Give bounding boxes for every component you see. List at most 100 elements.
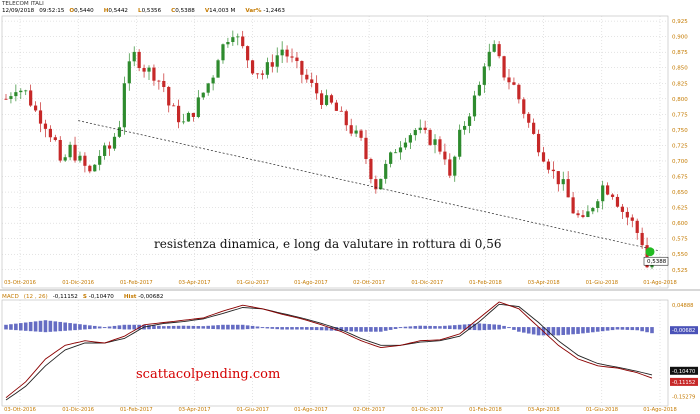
macd-histogram-bar [487,324,492,330]
candle-body [389,152,393,164]
macd-histogram-bar [403,326,408,329]
candle-body [625,211,629,218]
ohlc-readout: 12/09/2018 09:52:15 O0,5440 H0,5442 L0,5356 C… [2,8,295,15]
candle-body [43,123,48,129]
candle-body [438,139,442,152]
candle-body [403,142,408,148]
macd-histogram-bar [556,327,561,336]
candle-body [33,105,38,111]
macd-histogram-bar [536,327,541,336]
macd-histogram-bar [378,327,383,332]
candle-body [112,136,117,149]
macd-histogram-bar [625,327,630,330]
candle-body [152,67,156,81]
macd-x-tick: 01-Dic-2016 [62,407,94,413]
resistance-trendline [78,120,659,251]
price-axis-tick: 0,775 [672,112,688,118]
price-x-tick: 01-Feb-2018 [469,280,502,286]
candle-body [142,68,146,72]
macd-x-tick: 03-Ott-2016 [4,407,36,413]
macd-axis-tick: -0,15279 [672,395,695,401]
candle-body [398,147,403,153]
price-x-tick: 01-Dic-2017 [411,280,443,286]
macd-histogram-bar [521,327,526,333]
candle-body [640,232,644,246]
close-label: C [171,8,176,14]
macd-x-tick: 01-Ago-2017 [294,407,328,413]
price-axis-tick: 0,525 [672,268,688,274]
candle-body [586,211,590,218]
macd-histogram-bar [226,324,230,330]
candle-body [137,51,141,69]
candle-body [38,110,43,124]
macd-histogram-bar [152,325,156,330]
macd-histogram-bar [630,327,635,331]
macd-name: MACD [2,294,19,300]
macd-histogram-bar [58,321,63,332]
price-axis-tick: 0,875 [672,50,688,56]
candle-body [73,144,77,161]
macd-histogram-bar [23,322,28,331]
candle-body [78,155,82,161]
macd-line [5,301,653,399]
macd-x-tick: 01-Giu-2017 [236,407,269,413]
macd-histogram-bar [339,327,344,331]
macd-histogram-bar [295,327,299,330]
macd-histogram-bar [92,325,97,329]
macd-histogram-bar [176,325,181,329]
candle-body [167,86,171,106]
macd-histogram-bar [235,324,240,330]
macd-histogram-bar [33,321,38,332]
candle-body [536,133,541,153]
volume-value: 14,003 M [209,8,236,14]
macd-histogram-bar [359,327,363,332]
candle-body [408,135,412,143]
candle-body [329,95,334,103]
price-x-tick: 01-Dic-2016 [62,280,94,286]
hist-value: -0,00682 [138,294,164,300]
candle-body [24,90,28,92]
macd-histogram-bar [171,325,176,329]
macd-histogram-bar [517,327,521,332]
macd-histogram-bar [620,327,625,330]
macd-histogram-bar [245,325,250,330]
candle-body [300,61,304,75]
candle-body [181,121,186,123]
low-value: 0,5356 [141,8,162,14]
candle-body [359,130,363,138]
macd-histogram-bar [166,326,171,329]
candle-body [334,102,338,111]
macd-x-tick: 02-Ott-2017 [353,407,385,413]
price-x-tick: 03-Apr-2017 [179,280,211,286]
macd-histogram-bar [349,327,353,332]
candle-body [88,165,92,172]
macd-histogram-bar [344,327,349,332]
macd-histogram-bar [4,324,8,330]
var-value: -1,2463 [263,8,285,14]
macd-histogram-bar [43,320,48,333]
close-value: 0,5388 [175,8,195,14]
candle-body [453,156,457,176]
macd-histogram-bar [354,327,358,332]
candle-body [433,139,437,145]
candle-body [576,213,580,216]
candle-body [556,171,560,185]
macd-histogram-bar [433,326,437,329]
macd-histogram-bar [275,327,280,330]
candle-body [93,164,97,172]
macd-histogram-bar [467,324,472,330]
candle-body [191,112,195,117]
breakout-marker [645,247,655,257]
instrument-title: TELECOM ITALI [2,1,49,8]
macd-histogram-bar [38,320,43,332]
macd-histogram-bar [551,327,556,336]
candle-body [53,137,57,140]
macd-axis-tick: -0,00682 [672,328,695,334]
candle-body [527,113,531,123]
candle-body [305,74,309,80]
macd-histogram-bar [314,327,319,331]
candle-body [117,127,122,137]
candle-body [132,51,136,62]
price-axis-tick: 0,625 [672,206,688,212]
macd-histogram-bar [112,325,117,329]
